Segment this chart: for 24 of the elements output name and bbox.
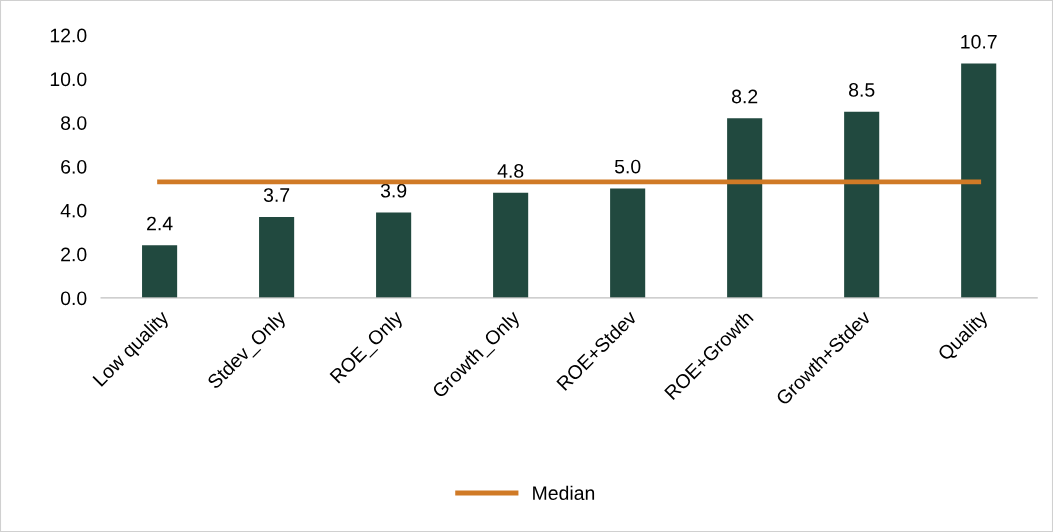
bar [493,192,529,298]
bar [376,212,412,298]
data-label: 10.7 [961,34,997,49]
y-tick-label: 12.0 [50,28,87,43]
y-tick-label: 0.0 [60,291,87,306]
legend-label: Median [533,485,595,501]
data-label: 4.8 [497,164,524,178]
bar [142,245,178,298]
data-label: 5.0 [614,159,641,174]
y-tick-label: 4.0 [60,203,87,218]
y-tick-label: 2.0 [61,247,87,262]
bar [961,63,997,298]
data-label: 3.9 [380,183,407,198]
y-tick-label: 8.0 [61,116,87,130]
data-label: 3.7 [263,188,290,202]
data-label: 8.2 [732,89,758,104]
y-tick-label: 10.0 [50,72,87,87]
data-label: 2.4 [147,216,173,231]
data-label: 8.5 [849,83,875,97]
bar [259,216,295,298]
y-tick-label: 6.0 [61,159,87,174]
bar [844,111,880,298]
bar [727,118,763,298]
bar [610,188,646,298]
